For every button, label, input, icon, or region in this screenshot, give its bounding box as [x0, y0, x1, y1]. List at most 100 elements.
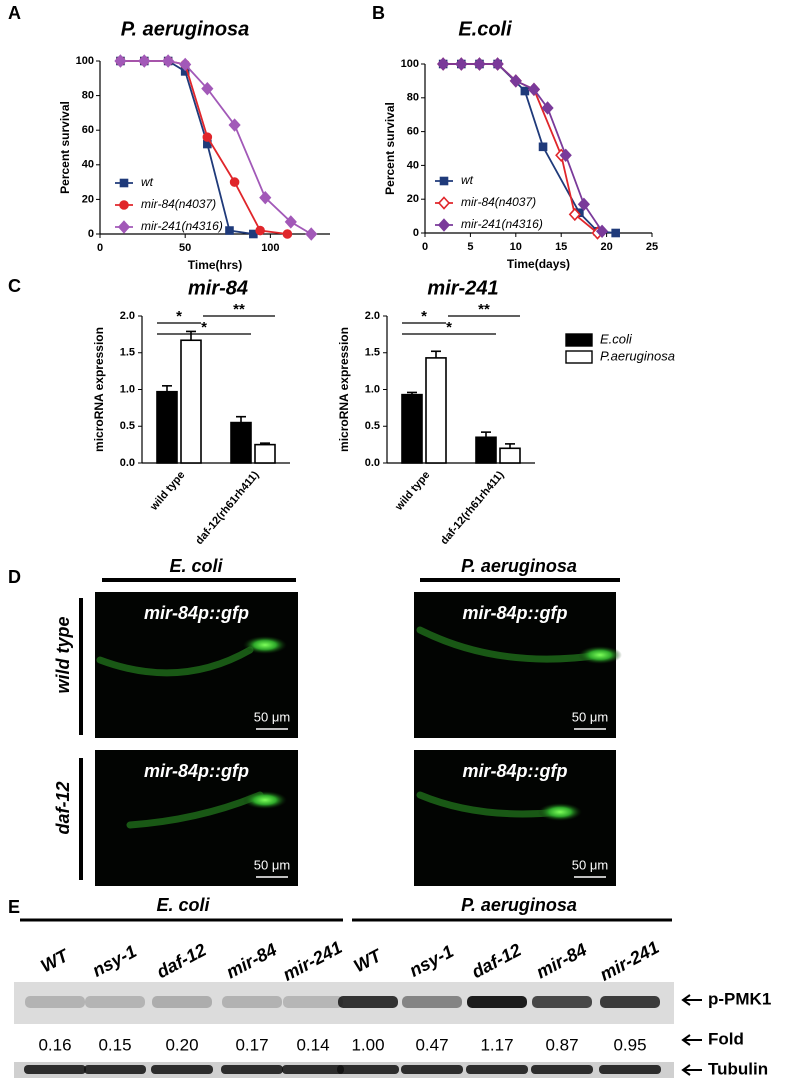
group-header: P. aeruginosa: [461, 895, 577, 915]
x-tick-label: 0: [97, 242, 103, 254]
fold-value: 1.00: [351, 1035, 384, 1054]
legend-label: mir-84(n4037): [461, 195, 536, 209]
x-tick-label: wild type: [147, 469, 187, 514]
column-header: E. coli: [169, 556, 223, 576]
row-label: p-PMK1: [708, 989, 771, 1008]
x-tick-label: 50: [179, 242, 191, 254]
worm-signal: [96, 646, 254, 677]
worm-signal: [416, 626, 604, 663]
y-tick-label: 1.0: [365, 383, 380, 395]
lane-label: mir-241: [279, 937, 345, 985]
column-header: P. aeruginosa: [461, 556, 577, 576]
arrow: [681, 1064, 702, 1076]
marker: [259, 190, 272, 205]
micrograph: [414, 750, 616, 886]
bar: [254, 443, 276, 464]
chart-title: E.coli: [458, 18, 512, 40]
marker: [437, 218, 451, 232]
marker: [559, 148, 572, 162]
y-tick-label: 100: [76, 55, 94, 67]
lane-label: nsy-1: [89, 941, 140, 981]
marker: [282, 229, 293, 239]
marker: [229, 177, 240, 187]
band: [222, 996, 282, 1008]
panel-label: A: [8, 3, 21, 23]
marker: [138, 54, 151, 68]
band: [24, 1065, 86, 1074]
x-tick-label: wild type: [392, 469, 432, 514]
significance-label: **: [478, 301, 490, 318]
y-tick-label: 80: [82, 90, 94, 102]
chart-title: mir-84: [188, 277, 248, 299]
marker: [538, 142, 548, 152]
bar: [475, 436, 497, 464]
marker: [162, 54, 175, 68]
fold-value: 0.95: [613, 1035, 646, 1054]
band: [467, 996, 527, 1008]
band: [283, 996, 343, 1008]
marker: [473, 57, 486, 71]
band: [25, 996, 85, 1008]
arrow: [681, 1034, 702, 1046]
image-label: mir-84p::gfp: [144, 603, 249, 623]
x-tick-label: 0: [422, 241, 428, 253]
band: [401, 1065, 463, 1074]
marker: [119, 178, 129, 188]
y-tick-label: 100: [401, 58, 419, 70]
marker: [611, 228, 620, 238]
y-tick-label: 40: [82, 159, 94, 171]
legend-label: P.aeruginosa: [600, 348, 675, 363]
row-header: daf-12: [53, 781, 73, 834]
significance-label: *: [446, 319, 452, 336]
y-tick-label: 0.0: [365, 457, 380, 469]
y-tick-label: 1.5: [365, 347, 380, 359]
lane-label: daf-12: [153, 940, 209, 983]
marker: [437, 196, 451, 210]
y-tick-label: 2.0: [365, 310, 380, 322]
row-header: wild type: [53, 616, 73, 693]
chart-title: P. aeruginosa: [121, 18, 250, 40]
significance-label: **: [233, 301, 245, 318]
band: [402, 996, 462, 1008]
fold-value: 0.14: [296, 1035, 329, 1054]
x-tick-label: 20: [600, 241, 612, 253]
legend-swatch: [565, 333, 593, 347]
arrow: [681, 994, 702, 1006]
marker: [117, 220, 131, 234]
marker: [114, 54, 127, 68]
marker: [255, 225, 265, 236]
y-tick-label: 1.5: [120, 347, 135, 359]
marker: [437, 57, 450, 71]
gfp-glow: [243, 636, 287, 654]
y-tick-label: 60: [407, 126, 419, 138]
y-tick-label: 40: [407, 159, 419, 171]
fold-value: 0.17: [235, 1035, 268, 1054]
marker: [577, 197, 590, 211]
series-line: [443, 63, 603, 232]
y-tick-label: 60: [82, 124, 94, 136]
band: [600, 996, 660, 1008]
x-tick-label: 10: [510, 241, 522, 253]
row-label: Tubulin: [708, 1059, 768, 1078]
lane-label: daf-12: [468, 940, 524, 983]
significance-label: *: [421, 308, 427, 325]
image-label: mir-84p::gfp: [463, 603, 568, 623]
fold-value: 0.47: [415, 1035, 448, 1054]
marker: [527, 82, 541, 97]
lane-label: mir-84: [223, 939, 280, 982]
scale-label: 50 μm: [254, 709, 290, 724]
significance-label: *: [176, 308, 182, 325]
x-tick-label: daf-12(rh61rh411): [438, 469, 506, 547]
y-tick-label: 0.5: [120, 420, 135, 432]
y-tick-label: 80: [407, 92, 419, 104]
y-tick-label: 0: [88, 228, 94, 240]
marker: [284, 215, 297, 229]
band: [466, 1065, 528, 1074]
marker: [509, 74, 522, 88]
legend-swatch: [565, 350, 593, 364]
legend-label: mir-241(n4316): [141, 219, 223, 233]
lane-label: mir-241: [596, 937, 662, 985]
bar: [156, 390, 178, 464]
y-axis-label: microRNA expression: [337, 327, 351, 452]
y-tick-label: 0.5: [365, 420, 380, 432]
